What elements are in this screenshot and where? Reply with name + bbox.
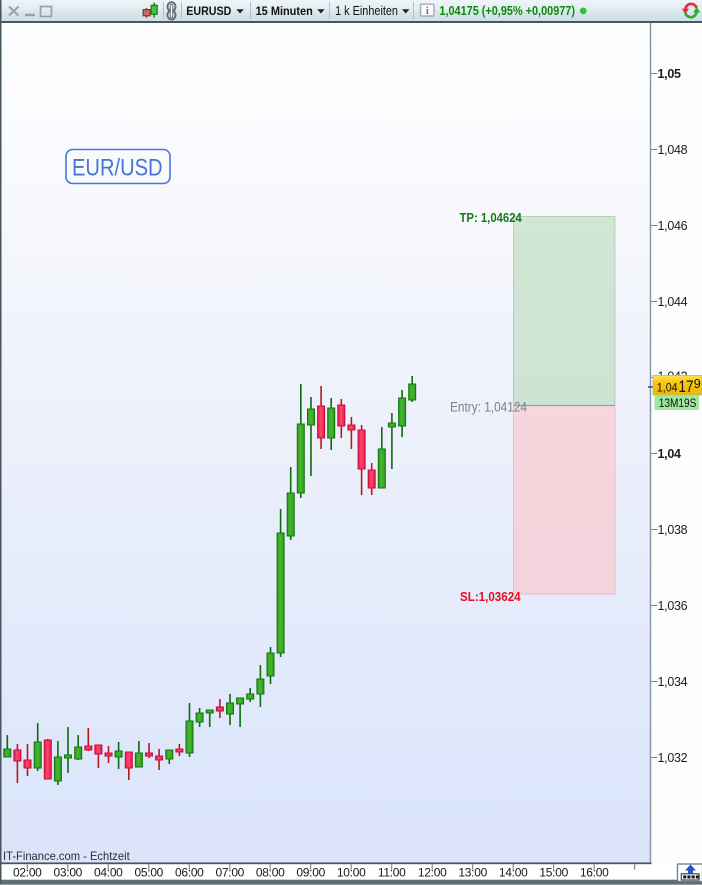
svg-text:1,032: 1,032 — [658, 751, 688, 765]
svg-text:TP: 1,04624: TP: 1,04624 — [460, 210, 523, 225]
svg-text:EURUSD: EURUSD — [186, 4, 231, 18]
svg-text:1,04: 1,04 — [658, 447, 681, 461]
svg-text:11:00: 11:00 — [378, 866, 406, 880]
svg-text:07:00: 07:00 — [216, 866, 245, 880]
svg-text:SL:1,03624: SL:1,03624 — [460, 589, 521, 604]
svg-text:08:00: 08:00 — [256, 866, 285, 880]
svg-text:1,038: 1,038 — [658, 523, 688, 537]
svg-text:i: i — [426, 5, 429, 17]
svg-text:1,036: 1,036 — [658, 599, 688, 613]
svg-text:04:00: 04:00 — [94, 866, 123, 880]
svg-text:Entry: 1,04124: Entry: 1,04124 — [450, 400, 527, 415]
svg-text:1,044: 1,044 — [658, 295, 688, 309]
svg-text:1,05: 1,05 — [658, 67, 681, 81]
svg-text:15 Minuten: 15 Minuten — [256, 4, 313, 18]
svg-text:10:00: 10:00 — [337, 866, 366, 880]
svg-text:1,048: 1,048 — [658, 143, 688, 157]
svg-text:1,04: 1,04 — [657, 383, 678, 395]
svg-text:IT-Finance.com - Echtzeit: IT-Finance.com - Echtzeit — [3, 849, 130, 863]
svg-text:02:00: 02:00 — [13, 866, 42, 880]
svg-text:14:00: 14:00 — [499, 866, 528, 880]
svg-text:06:00: 06:00 — [175, 866, 204, 880]
svg-text:1 k Einheiten: 1 k Einheiten — [335, 4, 398, 18]
svg-text:13:00: 13:00 — [458, 866, 487, 880]
svg-text:1,04175 (+0,95% +0,00977): 1,04175 (+0,95% +0,00977) — [439, 4, 575, 18]
svg-text:15:00: 15:00 — [539, 866, 568, 880]
svg-text:16:00: 16:00 — [580, 866, 609, 880]
svg-text:12:00: 12:00 — [418, 866, 447, 880]
svg-text:09:00: 09:00 — [296, 866, 325, 880]
svg-text:17: 17 — [679, 378, 694, 396]
svg-text:1,034: 1,034 — [658, 675, 688, 689]
svg-text:03:00: 03:00 — [54, 866, 83, 880]
svg-text:13M19S: 13M19S — [659, 398, 697, 410]
svg-text:05:00: 05:00 — [135, 866, 164, 880]
svg-text:1,046: 1,046 — [658, 219, 688, 233]
svg-text:9: 9 — [694, 377, 701, 391]
svg-text:EUR/USD: EUR/USD — [72, 154, 163, 181]
